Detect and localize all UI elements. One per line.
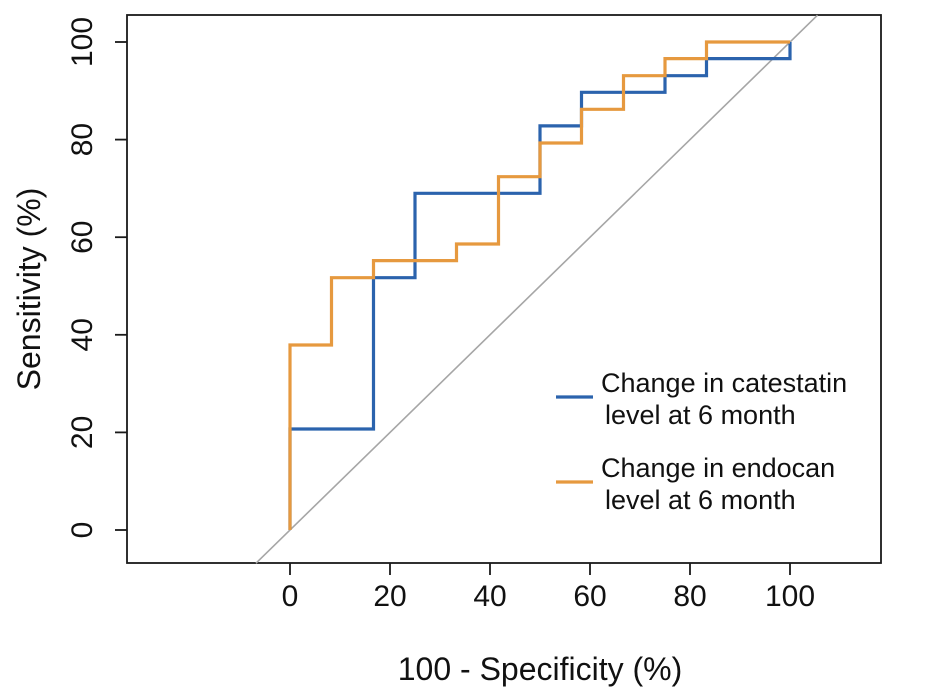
roc-curve-catestatin xyxy=(288,42,792,530)
legend-entry-catestatin: Change in catestatin level at 6 month xyxy=(556,368,847,430)
x-axis: 0 20 40 60 80 100 xyxy=(282,563,815,613)
y-tick-label: 60 xyxy=(66,221,99,254)
y-tick-label: 100 xyxy=(66,17,99,67)
legend-label-line1: Change in catestatin xyxy=(601,368,847,398)
plot-frame xyxy=(126,14,882,564)
y-axis-title: Sensitivity (%) xyxy=(11,188,47,391)
legend-label-line2: level at 6 month xyxy=(605,400,796,430)
roc-curve-endocan xyxy=(288,40,790,530)
y-tick-label: 0 xyxy=(66,522,99,539)
x-axis-title: 100 - Specificity (%) xyxy=(398,651,683,687)
x-tick-label: 40 xyxy=(473,580,506,613)
legend-entry-endocan: Change in endocan level at 6 month xyxy=(556,453,835,515)
legend: Change in catestatin level at 6 monthCha… xyxy=(556,368,847,515)
legend-label-line2: level at 6 month xyxy=(605,485,796,515)
y-tick-label: 80 xyxy=(66,123,99,156)
x-tick-label: 80 xyxy=(673,580,706,613)
x-tick-label: 60 xyxy=(573,580,606,613)
legend-label-line1: Change in endocan xyxy=(601,453,835,483)
x-tick-label: 100 xyxy=(765,580,815,613)
y-axis: 0 20 40 60 80 100 xyxy=(66,17,127,538)
x-tick-label: 0 xyxy=(282,580,299,613)
y-tick-label: 20 xyxy=(66,416,99,449)
reference-diagonal-line xyxy=(255,14,819,564)
x-tick-label: 20 xyxy=(373,580,406,613)
y-tick-label: 40 xyxy=(66,318,99,351)
